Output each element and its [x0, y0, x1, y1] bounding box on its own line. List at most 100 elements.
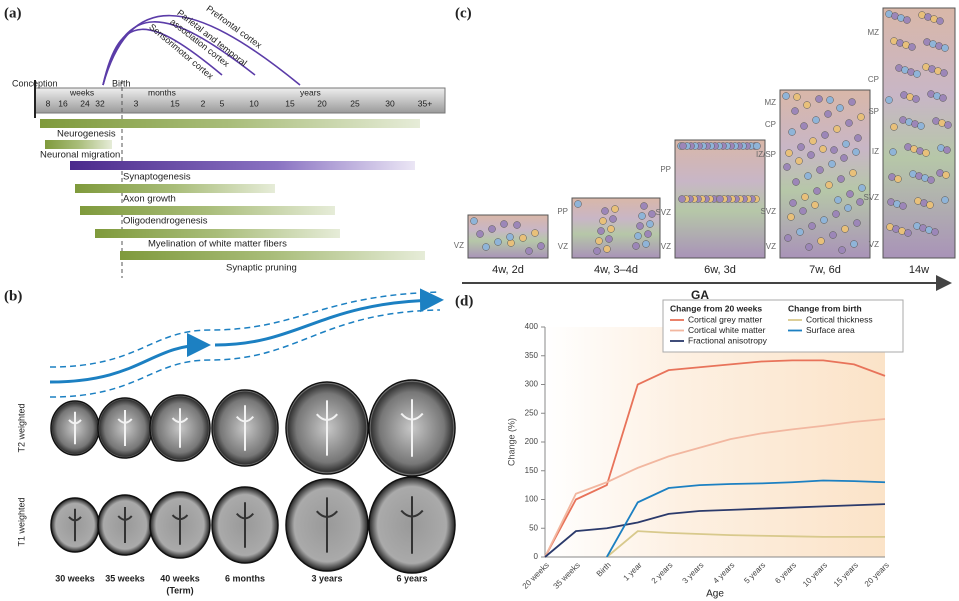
cell — [841, 155, 848, 162]
cell — [489, 226, 496, 233]
cell — [600, 218, 607, 225]
cell — [857, 199, 864, 206]
cell — [835, 197, 842, 204]
cell — [905, 230, 912, 237]
cell — [831, 147, 838, 154]
process-bar — [80, 206, 335, 215]
cell — [792, 108, 799, 115]
x-tick-label: 1 year — [622, 560, 644, 582]
timeline-tick: 10 — [249, 98, 259, 108]
cell — [845, 205, 852, 212]
timeline-tick: 2 — [201, 98, 206, 108]
cell — [849, 99, 856, 106]
cell — [789, 129, 796, 136]
y-tick-label: 400 — [525, 322, 539, 331]
timeline-tick: 15 — [285, 98, 295, 108]
cell — [818, 238, 825, 245]
cell — [816, 96, 823, 103]
age-label: 3 years — [311, 573, 342, 583]
cell — [495, 239, 502, 246]
y-tick-label: 200 — [525, 437, 539, 446]
trend-arrow — [50, 345, 205, 382]
timeline-tick: 35+ — [418, 98, 432, 108]
cell — [610, 216, 617, 223]
process-bar — [75, 184, 275, 193]
stage-label: 4w, 3–4d — [594, 264, 638, 276]
cell — [483, 244, 490, 251]
cell — [812, 202, 819, 209]
cell — [575, 201, 582, 208]
x-tick-label: 4 years — [711, 561, 736, 586]
cell — [802, 194, 809, 201]
cell — [918, 123, 925, 130]
layer-label: VZ — [869, 240, 879, 249]
cell — [932, 229, 939, 236]
cell — [859, 185, 866, 192]
process-bar — [40, 119, 420, 128]
y-axis-title: Change (%) — [506, 418, 516, 466]
cell — [942, 45, 949, 52]
cell — [890, 149, 897, 156]
legend-label: Fractional anisotropy — [688, 335, 768, 345]
x-tick-label: 2 years — [650, 561, 675, 586]
stage-label: 6w, 3d — [704, 264, 736, 276]
process-label: Synaptogenesis — [123, 172, 191, 183]
cell — [838, 176, 845, 183]
stage-label: 4w, 2d — [492, 264, 524, 276]
cell — [854, 220, 861, 227]
y-tick-label: 150 — [525, 466, 539, 475]
cell — [850, 170, 857, 177]
cell — [810, 138, 817, 145]
cell — [805, 173, 812, 180]
cell — [783, 93, 790, 100]
cell — [598, 228, 605, 235]
cell — [798, 144, 805, 151]
layer-label: VZ — [454, 241, 464, 250]
cell — [804, 102, 811, 109]
layer-label: CP — [868, 75, 879, 84]
cell — [833, 211, 840, 218]
y-tick-label: 250 — [525, 408, 539, 417]
cell — [532, 230, 539, 237]
legend-title: Change from birth — [788, 303, 862, 313]
cell — [797, 229, 804, 236]
layer-label: VZ — [558, 242, 568, 251]
cell — [680, 143, 687, 150]
timeline-tick: 16 — [58, 98, 68, 108]
panel-label: (d) — [455, 293, 473, 309]
cell — [941, 70, 948, 77]
cell — [538, 243, 545, 250]
x-tick-label: 20 years — [863, 561, 891, 589]
cell — [891, 124, 898, 131]
y-tick-label: 350 — [525, 351, 539, 360]
cell — [526, 248, 533, 255]
cell — [842, 226, 849, 233]
age-label: 6 years — [396, 573, 427, 583]
cell — [945, 122, 952, 129]
age-label: 6 months — [225, 573, 265, 583]
cell — [612, 206, 619, 213]
timeline-tick: 30 — [385, 98, 395, 108]
cell — [786, 150, 793, 157]
scale-label: years — [300, 87, 321, 97]
layer-label: CP — [765, 120, 776, 129]
layer-label: SVZ — [863, 193, 879, 202]
cell — [793, 179, 800, 186]
row-label: T1 weighted — [16, 497, 26, 546]
cell — [643, 241, 650, 248]
cell — [604, 246, 611, 253]
cell — [645, 231, 652, 238]
x-tick-label: 5 years — [742, 561, 767, 586]
cell — [927, 202, 934, 209]
cell — [830, 232, 837, 239]
layer-label: SP — [868, 107, 879, 116]
cell — [827, 97, 834, 104]
figure: (a)Prefrontal cortexParietal and tempora… — [0, 0, 959, 601]
cell — [837, 105, 844, 112]
timeline-tick: 20 — [317, 98, 327, 108]
cell — [814, 188, 821, 195]
cell — [820, 146, 827, 153]
legend-label: Cortical white matter — [688, 325, 766, 335]
birth-label: Birth — [112, 78, 131, 88]
scale-label: months — [148, 87, 176, 97]
